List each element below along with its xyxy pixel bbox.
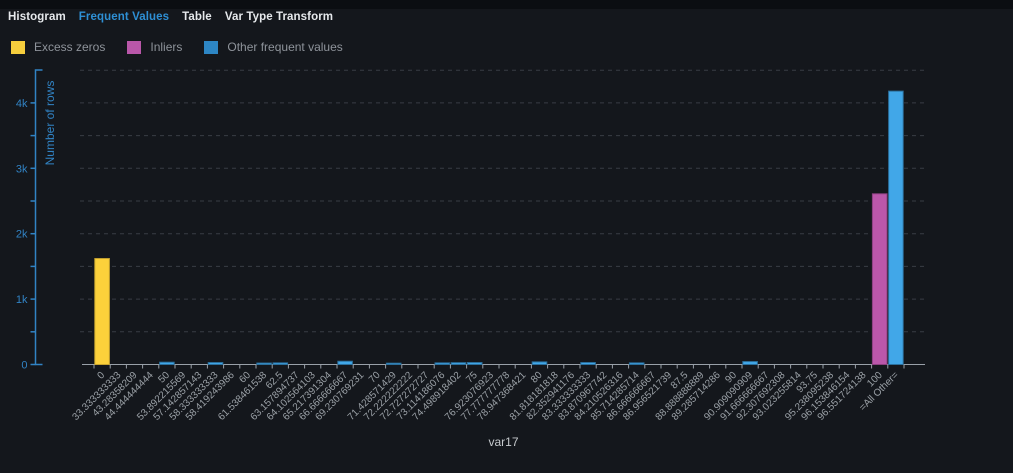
- tab-bar: Histogram Frequent Values Table Var Type…: [8, 11, 333, 23]
- bar-85.714285714[interactable]: [628, 362, 645, 365]
- bar-100[interactable]: [871, 193, 888, 365]
- legend-item-inliers: Inliers: [127, 40, 182, 54]
- window-top-strip: [0, 0, 1013, 9]
- bar-=All Other=[interactable]: [888, 90, 904, 366]
- bar-50[interactable]: [159, 361, 175, 365]
- bar-61.538461538[interactable]: [256, 362, 272, 365]
- tab-histogram[interactable]: Histogram: [8, 11, 66, 23]
- legend-item-excess-zeros: Excess zeros: [11, 40, 105, 54]
- bar-0[interactable]: [94, 258, 110, 365]
- bar-83.333333333[interactable]: [580, 362, 596, 365]
- legend-label-inliers: Inliers: [150, 40, 183, 54]
- x-axis-title: var17: [488, 435, 518, 449]
- y-axis-title: Number of rows: [43, 81, 57, 166]
- tab-var-type-transform[interactable]: Var Type Transform: [224, 11, 334, 23]
- legend-swatch-inliers-icon: [127, 40, 142, 54]
- chart-legend: Excess zeros Inliers Other frequent valu…: [11, 40, 343, 54]
- bar-73.114186076[interactable]: [434, 362, 451, 365]
- legend-item-other-frequent-values: Other frequent values: [204, 40, 343, 54]
- y-tick-label: 2k: [16, 229, 28, 241]
- bar-71.428571429[interactable]: [385, 362, 402, 365]
- legend-swatch-excess-zeros-icon: [11, 40, 25, 54]
- y-tick-label: 4k: [16, 98, 28, 110]
- bar-90.909090909[interactable]: [742, 361, 758, 366]
- bar-66.666666667[interactable]: [337, 360, 353, 366]
- bar-62.5[interactable]: [272, 362, 289, 365]
- y-tick-label: 1k: [16, 294, 28, 306]
- y-axis: [34, 69, 43, 366]
- tab-table[interactable]: Table: [182, 11, 212, 23]
- legend-label-other-frequent-values: Other frequent values: [227, 40, 343, 54]
- y-tick-label: 0: [21, 360, 27, 372]
- legend-swatch-other-frequent-values-icon: [204, 40, 219, 54]
- y-tick-label: 3k: [16, 163, 28, 175]
- bar-75[interactable]: [466, 362, 483, 365]
- bar-74.498918402[interactable]: [450, 362, 467, 365]
- tab-frequent-values[interactable]: Frequent Values: [78, 11, 170, 23]
- bar-80[interactable]: [531, 361, 548, 366]
- legend-label-excess-zeros: Excess zeros: [34, 40, 106, 54]
- bar-58.333333333[interactable]: [207, 362, 224, 365]
